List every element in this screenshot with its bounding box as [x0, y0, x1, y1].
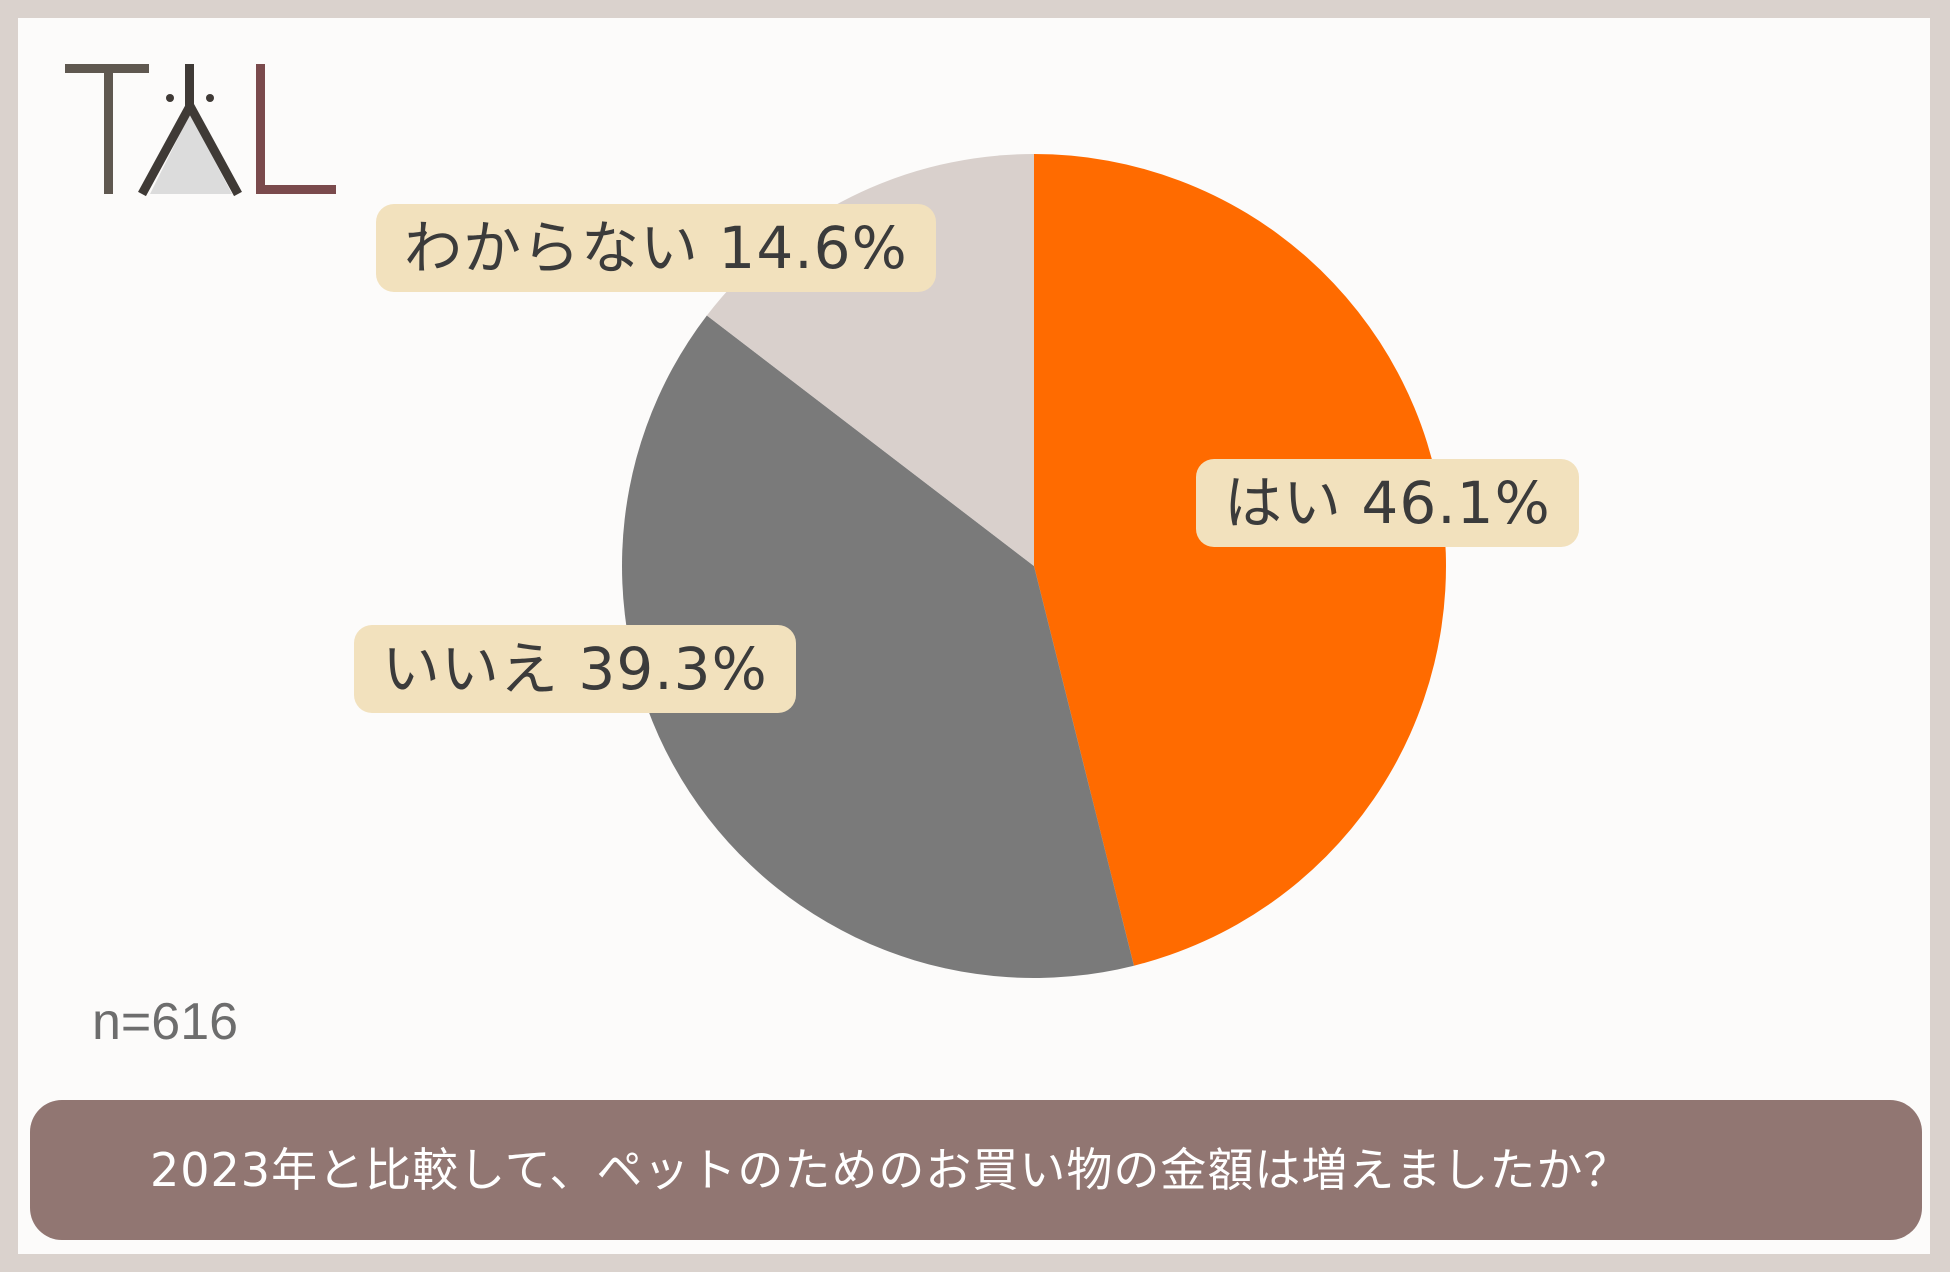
slice-label-unknown: わからない 14.6% — [376, 204, 936, 292]
tal-logo — [65, 64, 336, 197]
slice-label-yes: はい 46.1% — [1196, 459, 1579, 547]
pie-slice-yes — [1034, 154, 1447, 966]
sample-size: n=616 — [92, 993, 239, 1051]
pie-slice-no — [621, 315, 1134, 978]
question-text: 2023年と比較して、ペットのためのお買い物の金額は増えましたか？ — [150, 1143, 1631, 1197]
slice-label-no: いいえ 39.3% — [354, 625, 796, 713]
question-banner: 2023年と比較して、ペットのためのお買い物の金額は増えましたか？ — [30, 1100, 1922, 1240]
